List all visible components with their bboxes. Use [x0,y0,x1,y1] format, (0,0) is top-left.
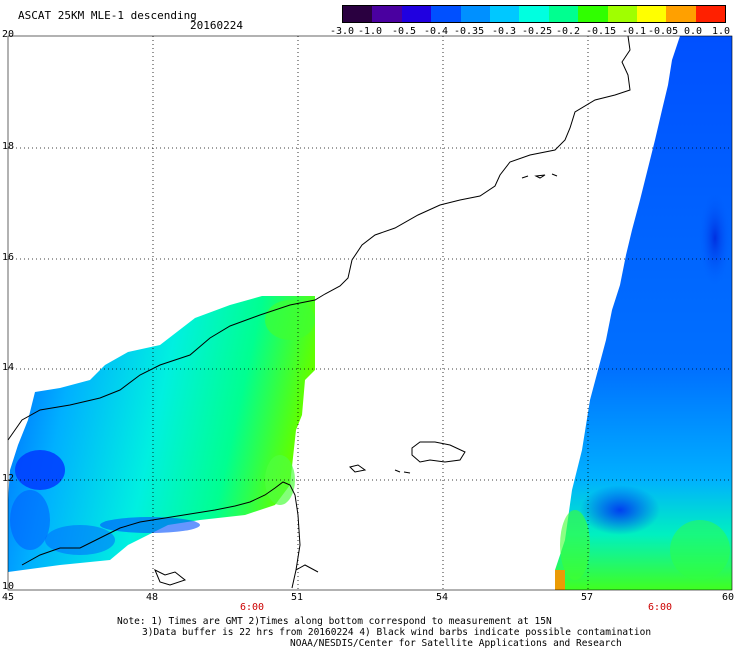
colorbar-label: -0.25 [522,26,553,37]
colorbar-label: 0.0 [684,26,703,37]
colorbar-label: -1.0 [358,26,383,37]
colorbar-label: -0.05 [648,26,679,37]
note-line-2: 3)Data buffer is 22 hrs from 20160224 4)… [142,627,652,638]
colorbar-label: 1.0 [712,26,731,37]
colorbar-label: -0.4 [424,26,449,37]
colorbar-swatch [607,6,637,22]
lon-label-57: 57 [581,592,594,603]
colorbar-label: -0.3 [492,26,517,37]
coastline [7,35,631,589]
lon-label-54: 54 [436,592,449,603]
product-date: 20160224 [190,19,243,32]
colorbar-label: -0.5 [392,26,417,37]
lon-label-51: 51 [291,592,304,603]
colorbar-swatch [636,6,667,22]
lat-label-10: 10 [2,581,15,592]
time-label-west: 6:00 [240,602,265,613]
lon-label-45: 45 [2,592,15,603]
colorbar-label: -0.1 [622,26,647,37]
note-line-3: NOAA/NESDIS/Center for Satellite Applica… [290,638,622,649]
lat-label-16: 16 [2,252,15,263]
colorbar-label: -0.15 [586,26,617,37]
product-title: ASCAT 25KM MLE-1 descending [18,9,197,22]
colorbar-swatch [489,6,520,22]
colorbar-swatch [519,6,549,22]
note-line-1: Note: 1) Times are GMT 2)Times along bot… [117,616,552,627]
colorbar-label: -3.0 [330,26,355,37]
lat-label-14: 14 [2,362,15,373]
colorbar-swatch [431,6,461,22]
lon-label-60: 60 [722,592,735,603]
colorbar-swatch [695,6,726,22]
colorbar-swatch [460,6,490,22]
colorbar-label: -0.35 [454,26,485,37]
colorbar-label: -0.2 [556,26,581,37]
east-swath [555,36,732,590]
lat-label-18: 18 [2,141,15,152]
colorbar-swatch [372,6,402,22]
time-label-east: 6:00 [648,602,673,613]
colorbar-swatch [343,6,373,22]
colorbar-swatch [548,6,579,22]
colorbar-swatch [666,6,696,22]
lat-label-20: 20 [2,29,15,40]
colorbar-swatch [401,6,432,22]
west-swath [8,296,315,572]
lat-label-12: 12 [2,473,15,484]
colorbar-swatch [578,6,608,22]
colorbar [342,5,726,23]
lon-label-48: 48 [146,592,159,603]
